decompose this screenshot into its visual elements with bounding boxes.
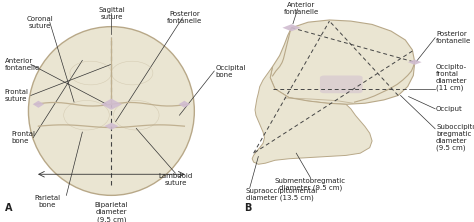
Text: Biparietal
diameter
(9.5 cm): Biparietal diameter (9.5 cm) [95,202,128,222]
Text: Posterior
fontanelle: Posterior fontanelle [436,31,471,44]
Polygon shape [33,101,44,108]
Text: Sagittal
suture: Sagittal suture [98,7,125,20]
Text: A: A [5,203,12,213]
Text: Coronal
suture: Coronal suture [27,16,54,29]
Polygon shape [101,99,122,110]
Polygon shape [408,59,421,65]
Ellipse shape [28,27,194,195]
Text: Anterior
fontanelle: Anterior fontanelle [5,58,40,71]
Text: Posterior
fontanelle: Posterior fontanelle [167,11,202,24]
Text: Frontal
bone: Frontal bone [12,131,36,144]
Polygon shape [179,101,190,108]
Text: Submentobregmatic
diameter (9.5 cm): Submentobregmatic diameter (9.5 cm) [275,178,346,191]
Polygon shape [283,24,301,31]
FancyBboxPatch shape [320,75,363,93]
Polygon shape [270,20,415,104]
Text: Occiput: Occiput [436,106,463,112]
Text: Supraoccipitomental
diameter (13.5 cm): Supraoccipitomental diameter (13.5 cm) [246,188,318,201]
Text: Frontal
suture: Frontal suture [5,89,29,102]
Polygon shape [104,123,118,130]
Text: Occipito-
frontal
diameter
(11 cm): Occipito- frontal diameter (11 cm) [436,64,467,91]
Polygon shape [252,67,372,164]
Text: B: B [244,203,252,213]
Text: Lambdoid
suture: Lambdoid suture [158,173,192,186]
Text: Anterior
fontanelle: Anterior fontanelle [283,2,319,15]
Text: Parietal
bone: Parietal bone [34,195,61,208]
Text: Suboccipito-
bregmatic
diameter
(9.5 cm): Suboccipito- bregmatic diameter (9.5 cm) [436,124,474,151]
Text: Occipital
bone: Occipital bone [216,65,246,77]
